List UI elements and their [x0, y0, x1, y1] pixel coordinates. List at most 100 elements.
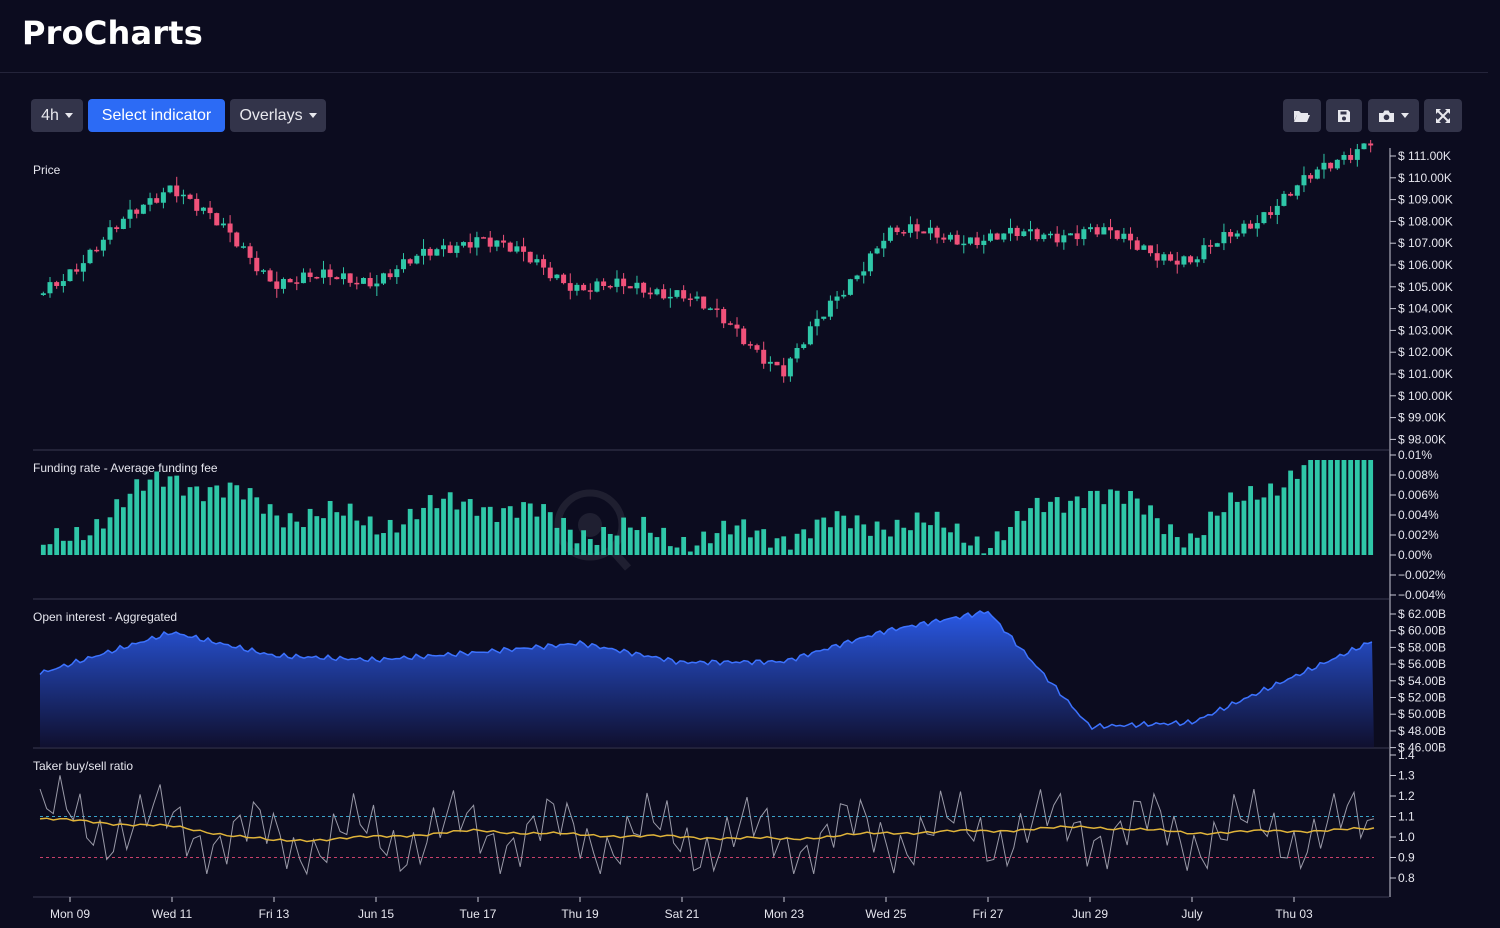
candle-body: [574, 284, 580, 291]
funding-bar: [80, 540, 86, 555]
candle-body: [107, 227, 113, 240]
candle-body: [487, 237, 493, 247]
funding-bar: [1368, 460, 1374, 555]
candle-body: [587, 290, 593, 292]
y-tick-label: $ 106.00K: [1398, 258, 1453, 272]
funding-bar: [434, 508, 440, 555]
candle-body: [541, 259, 547, 268]
candle-body: [581, 284, 587, 291]
funding-bar: [1194, 537, 1200, 555]
candle-body: [334, 277, 340, 280]
chevron-down-icon: [64, 113, 73, 118]
save-layout-button[interactable]: [1326, 99, 1362, 132]
candle-body: [561, 274, 567, 284]
funding-bars: [40, 460, 1374, 555]
funding-bar: [727, 534, 733, 555]
funding-bar: [914, 512, 920, 555]
timeframe-label: 4h: [41, 106, 59, 124]
funding-bar: [514, 517, 520, 555]
candle-body: [327, 269, 333, 278]
funding-bar: [321, 518, 326, 555]
ratio-panel-title: Taker buy/sell ratio: [33, 759, 133, 773]
candle-body: [74, 269, 80, 272]
candle-body: [641, 282, 647, 293]
funding-bar: [667, 546, 673, 555]
chart-canvas[interactable]: Price Funding rate - Average funding fee…: [0, 140, 1500, 928]
x-tick-label: Sat 21: [665, 907, 700, 921]
oi-area-fill: [40, 611, 1374, 748]
candle-body: [1108, 227, 1114, 231]
funding-bar: [687, 551, 693, 555]
candle-body: [1061, 235, 1067, 243]
candle-body: [554, 274, 560, 279]
fullscreen-button[interactable]: [1424, 99, 1462, 132]
funding-bar: [414, 519, 420, 555]
candle-body: [834, 296, 840, 301]
funding-bar: [567, 529, 573, 555]
candle-body: [754, 345, 760, 350]
candle-body: [87, 249, 93, 264]
candle-body: [634, 282, 640, 289]
candle-body: [1288, 193, 1294, 196]
candle-body: [801, 344, 807, 349]
x-tick-label: Wed 25: [865, 907, 906, 921]
oi-panel-title: Open interest - Aggregated: [33, 610, 177, 624]
funding-bar: [627, 527, 633, 555]
funding-bar: [441, 498, 446, 555]
candle-body: [761, 349, 767, 364]
candle-body: [821, 316, 827, 319]
funding-bar: [1281, 487, 1287, 555]
overlays-dropdown[interactable]: Overlays: [230, 99, 326, 132]
funding-bar: [1208, 511, 1213, 555]
candle-body: [407, 259, 413, 264]
funding-bar: [1341, 460, 1347, 555]
funding-bar: [301, 527, 306, 555]
candle-body: [1294, 185, 1300, 196]
funding-bar: [654, 537, 660, 555]
candle-body: [1208, 245, 1214, 247]
candle-body: [841, 294, 847, 297]
chart-toolbar: 4h Select indicator Overlays: [0, 99, 1500, 133]
candle-body: [787, 358, 793, 377]
open-layout-button[interactable]: [1283, 99, 1321, 132]
chevron-down-icon: [1401, 113, 1409, 118]
x-tick-label: Thu 19: [561, 907, 599, 921]
funding-bar: [1168, 524, 1173, 555]
candle-body: [741, 328, 747, 345]
candle-body: [901, 232, 907, 234]
candle-body: [1368, 143, 1374, 146]
funding-bar: [1014, 511, 1020, 555]
funding-bar: [467, 499, 473, 555]
candle-body: [547, 267, 553, 279]
funding-bar: [281, 527, 286, 555]
candle-body: [1088, 227, 1094, 230]
funding-bar: [848, 528, 853, 555]
funding-bar: [241, 499, 246, 555]
candle-body: [601, 281, 607, 286]
funding-bar: [314, 516, 320, 555]
candle-body: [534, 259, 540, 263]
funding-bar: [554, 527, 560, 555]
funding-bar: [1041, 512, 1047, 555]
funding-bar: [721, 520, 727, 555]
candle-body: [307, 272, 313, 277]
candle-body: [521, 246, 527, 252]
candle-body: [1201, 245, 1207, 260]
y-tick-label: $ 105.00K: [1398, 280, 1453, 294]
funding-bar: [474, 515, 480, 555]
funding-bar: [1054, 497, 1060, 555]
x-tick-label: July: [1181, 907, 1202, 921]
funding-bar: [494, 521, 500, 555]
timeframe-dropdown[interactable]: 4h: [31, 99, 83, 132]
y-tick-label: −0.002%: [1398, 568, 1446, 582]
screenshot-dropdown[interactable]: [1368, 99, 1419, 132]
funding-bar: [1321, 460, 1327, 555]
candle-body: [287, 279, 293, 283]
candle-body: [1094, 227, 1100, 235]
funding-bar: [74, 527, 80, 555]
candle-body: [1068, 233, 1074, 236]
select-indicator-button[interactable]: Select indicator: [88, 99, 225, 132]
funding-bar: [787, 549, 793, 555]
funding-bar: [1034, 497, 1040, 555]
y-tick-label: $ 56.00B: [1398, 657, 1446, 671]
